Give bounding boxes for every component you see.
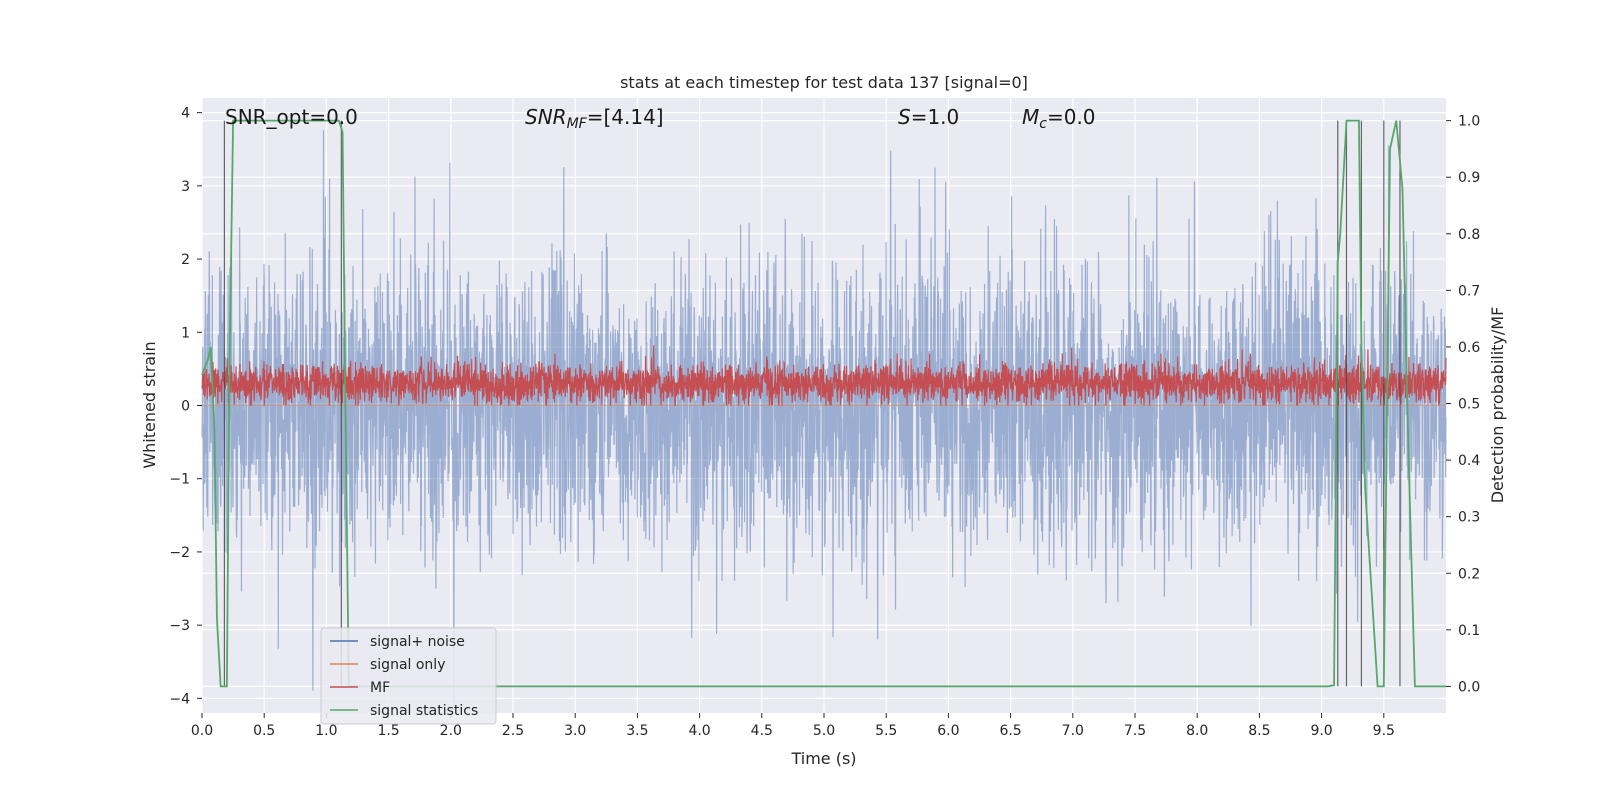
annotation-mc-value: =0.0 — [1047, 105, 1096, 129]
legend: signal+ noise signal only MF signal stat… — [320, 627, 497, 725]
y-tick-label-right-8: 0.2 — [1458, 566, 1480, 582]
x-tick-label-12: 6.0 — [937, 723, 959, 739]
annotation-mc-sub: c — [1039, 116, 1047, 132]
legend-label-signal-statistics: signal statistics — [370, 703, 478, 719]
y-tick-label-left-1: 3 — [181, 179, 190, 195]
y-tick-label-right-10: 0.0 — [1458, 679, 1480, 695]
y-tick-label-right-4: 0.6 — [1458, 340, 1480, 356]
axis-layer: 0.0 0.5 1.0 1.5 2.0 2.5 3.0 3.5 4.0 4.5 5.0 5.5 6.0 6… — [169, 106, 1480, 739]
x-tick-label-17: 8.5 — [1248, 723, 1270, 739]
x-tick-label-10: 5.0 — [813, 723, 835, 739]
y-tick-label-right-1: 0.9 — [1458, 170, 1480, 186]
x-tick-label-3: 1.5 — [377, 723, 399, 739]
y-tick-label-left-2: 2 — [181, 252, 190, 268]
x-tick-label-15: 7.5 — [1124, 723, 1146, 739]
x-tick-label-9: 4.5 — [751, 723, 773, 739]
y-tick-label-left-7: −3 — [169, 618, 190, 634]
legend-label-mf: MF — [370, 680, 390, 696]
y-tick-label-right-9: 0.1 — [1458, 623, 1480, 639]
x-tick-label-4: 2.0 — [440, 723, 462, 739]
y-tick-label-left-8: −4 — [169, 691, 190, 707]
data-layer — [201, 119, 1447, 711]
x-tick-label-13: 6.5 — [999, 723, 1021, 739]
y-tick-label-right-3: 0.7 — [1458, 283, 1480, 299]
annotation-mc-name: M — [1022, 105, 1039, 129]
y-tick-label-right-2: 0.8 — [1458, 227, 1480, 243]
annotation-s-value: =1.0 — [911, 105, 960, 129]
annotation-s-name: S — [898, 105, 911, 129]
y-tick-label-right-6: 0.4 — [1458, 453, 1480, 469]
x-tick-label-19: 9.5 — [1373, 723, 1395, 739]
x-tick-label-2: 1.0 — [315, 723, 337, 739]
y-tick-label-right-5: 0.5 — [1458, 397, 1480, 413]
y-tick-label-left-3: 1 — [181, 325, 190, 341]
legend-label-signal-noise: signal+ noise — [370, 634, 465, 650]
y-tick-label-left-6: −2 — [169, 545, 190, 561]
x-tick-label-14: 7.0 — [1062, 723, 1084, 739]
x-tick-label-0: 0.0 — [191, 723, 213, 739]
y-tick-label-left-0: 4 — [181, 106, 190, 122]
x-axis-label: Time (s) — [790, 749, 856, 768]
annotation-snr-opt: SNR_opt=0.0 — [225, 105, 358, 129]
annotation-snr-mf: SNRMF=[4.14] — [525, 105, 664, 132]
x-tick-label-18: 9.0 — [1310, 723, 1332, 739]
annotation-mc: Mc=0.0 — [1022, 105, 1096, 132]
x-tick-label-11: 5.5 — [875, 723, 897, 739]
y-axis-label-left: Whitened strain — [140, 341, 159, 468]
annotation-snr-mf-value: =[4.14] — [587, 105, 664, 129]
annotation-s: S=1.0 — [898, 105, 959, 129]
y-tick-label-left-4: 0 — [181, 399, 190, 415]
annotation-snr-mf-sub: MF — [567, 116, 588, 132]
legend-frame — [320, 627, 497, 725]
x-tick-label-6: 3.0 — [564, 723, 586, 739]
y-axis-label-right: Detection probability/MF — [1488, 307, 1507, 504]
series-mf-line — [201, 345, 1447, 407]
series-signal-statistics-line — [201, 119, 1446, 688]
y-tick-label-right-0: 1.0 — [1458, 114, 1480, 130]
x-tick-label-16: 8.0 — [1186, 723, 1208, 739]
chart-title: stats at each timestep for test data 137… — [620, 73, 1028, 92]
annotation-snr-mf-name: SNR — [525, 105, 567, 129]
x-tick-label-8: 4.0 — [688, 723, 710, 739]
y-tick-label-left-5: −1 — [169, 472, 190, 488]
x-tick-label-5: 2.5 — [502, 723, 524, 739]
x-tick-label-1: 0.5 — [253, 723, 275, 739]
x-tick-label-7: 3.5 — [626, 723, 648, 739]
y-tick-label-right-7: 0.3 — [1458, 510, 1480, 526]
legend-label-signal-only: signal only — [370, 657, 445, 673]
